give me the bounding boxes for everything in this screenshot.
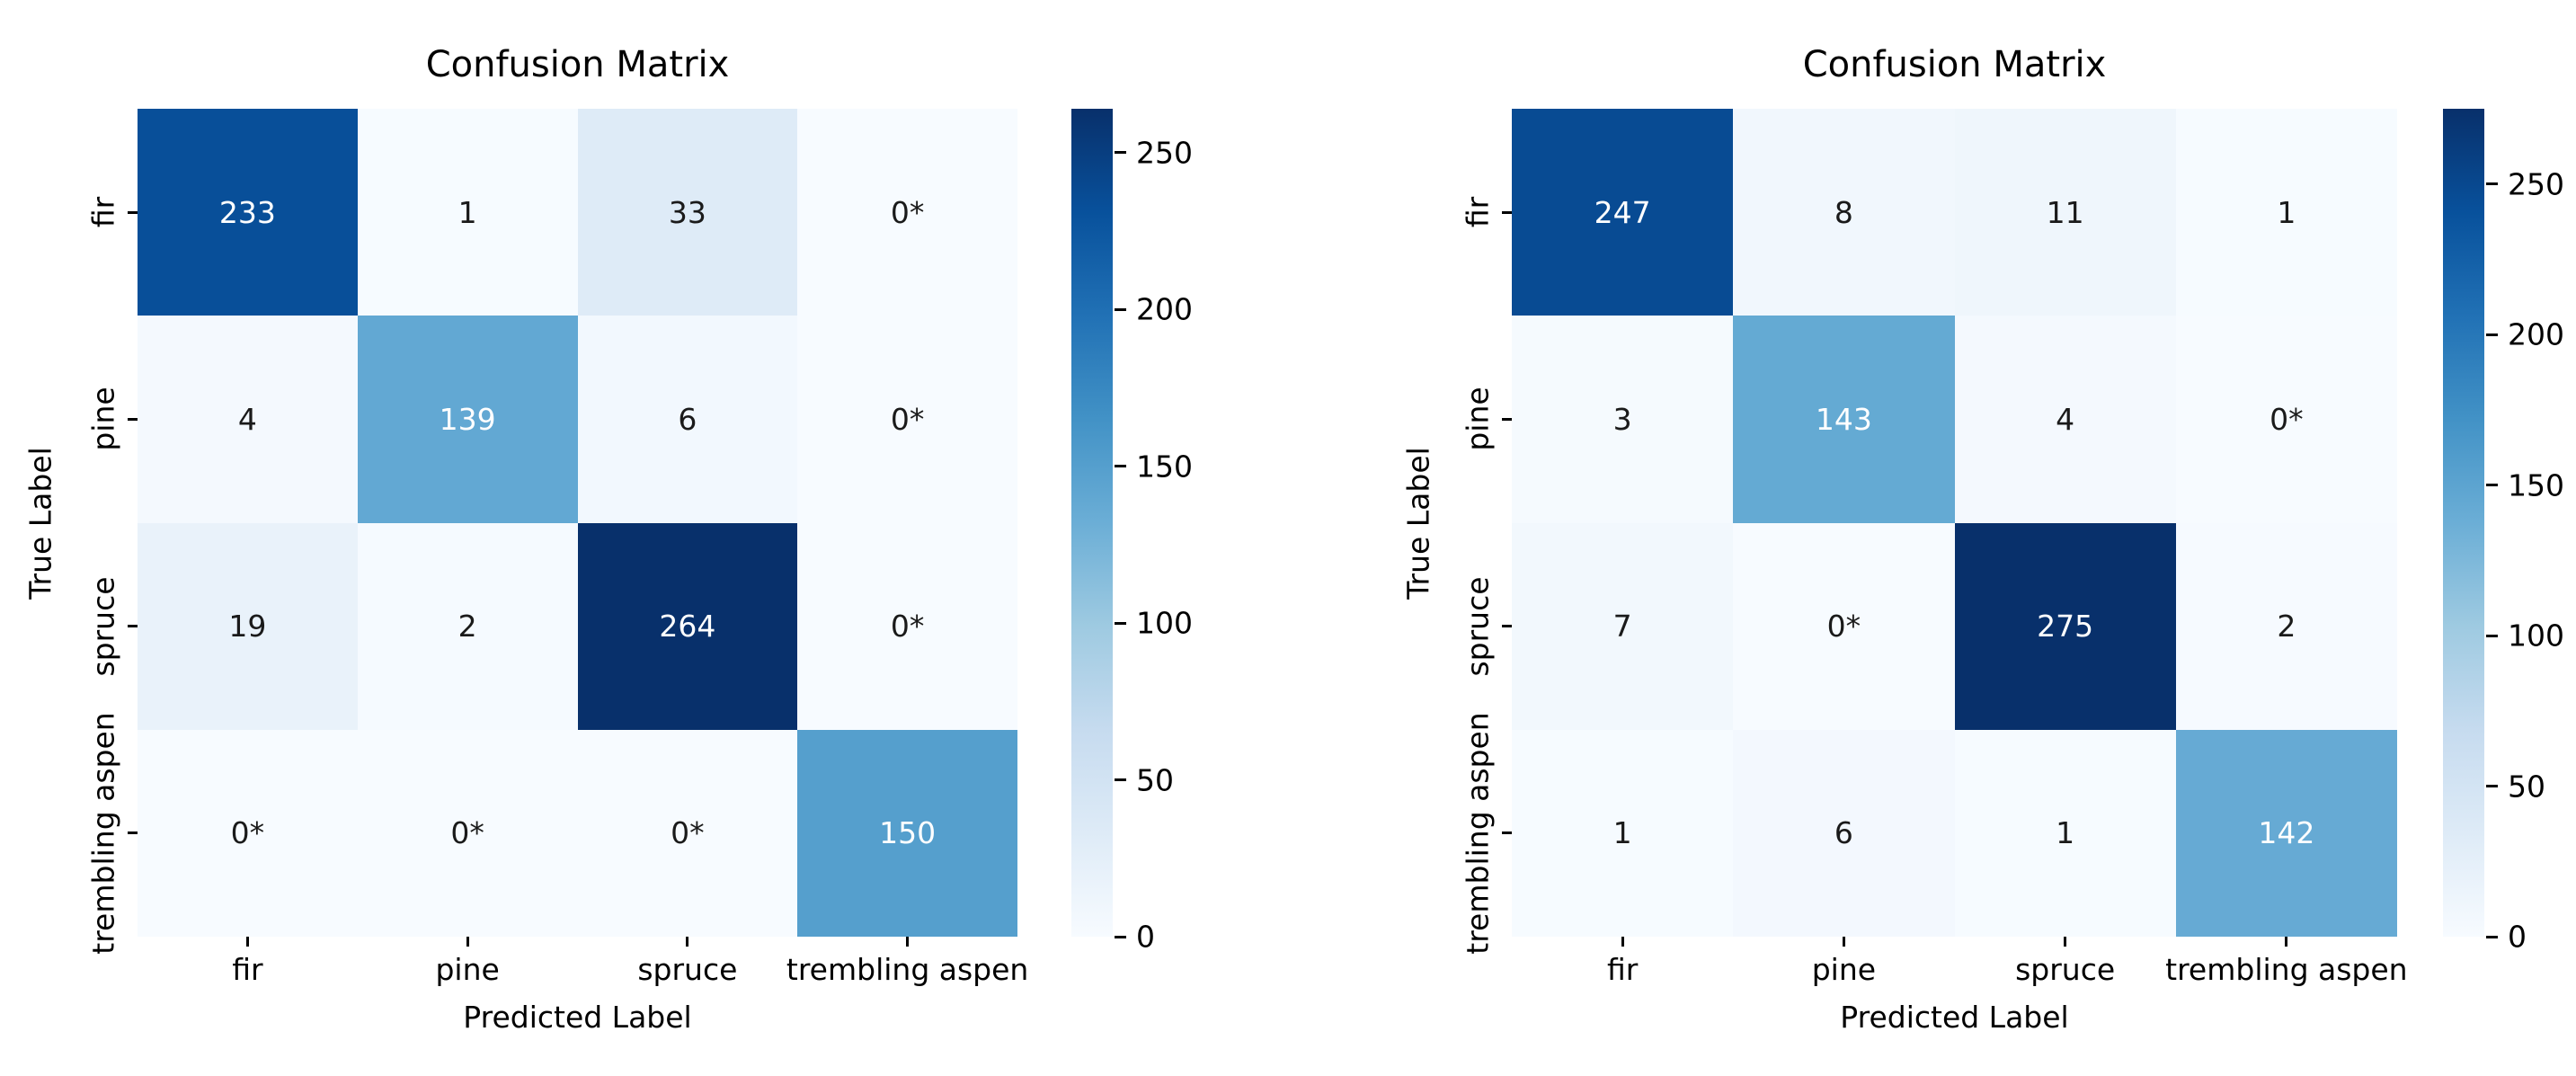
y-tick-label: pine	[85, 387, 121, 452]
heatmap-cell: 275	[1954, 522, 2176, 730]
colorbar	[1071, 109, 1113, 937]
y-tick-mark	[1502, 417, 1512, 421]
heatmap-cell: 3	[1512, 316, 1734, 523]
heatmap-cell: 6	[577, 316, 798, 523]
heatmap-cell: 139	[357, 316, 578, 523]
heatmap-cell: 11	[1954, 109, 2176, 316]
colorbar-tick-label: 0	[1136, 919, 1155, 955]
heatmap-grid: 233 1 33 0* 4 139 6 0* 19 2 264 0* 0* 0* 0* 150	[138, 109, 1017, 937]
heatmap-cell: 0*	[577, 729, 798, 937]
heatmap-cell: 0*	[797, 522, 1017, 730]
y-tick-mark	[128, 417, 138, 421]
colorbar-tick-mark	[2486, 785, 2498, 788]
y-tick-mark	[128, 831, 138, 835]
heatmap-cell: 4	[138, 316, 358, 523]
x-tick-label: spruce	[637, 952, 738, 987]
heatmap-cell: 0*	[357, 729, 578, 937]
colorbar-tick-label: 150	[1136, 449, 1193, 485]
colorbar-tick-mark	[1115, 151, 1126, 155]
colorbar-tick-label: 0	[2508, 919, 2527, 955]
colorbar-tick-label: 100	[1136, 605, 1193, 641]
x-tick-mark	[686, 937, 689, 947]
heatmap-cell: 8	[1733, 109, 1955, 316]
heatmap-cell: 33	[577, 109, 798, 316]
colorbar-tick-mark	[1115, 935, 1126, 938]
y-tick-label: fir	[85, 196, 121, 228]
x-tick-mark	[466, 937, 469, 947]
colorbar-tick-mark	[1115, 778, 1126, 782]
y-tick-mark	[1502, 210, 1512, 214]
heatmap-cell: 1	[1954, 729, 2176, 937]
heatmap-cell: 264	[577, 522, 798, 730]
y-tick-label: trembling aspen	[85, 712, 121, 955]
x-tick-label: fir	[232, 952, 263, 987]
colorbar-tick-mark	[2486, 634, 2498, 637]
y-tick-mark	[128, 625, 138, 628]
heatmap-cell: 6	[1733, 729, 1955, 937]
y-tick-label: fir	[1460, 196, 1496, 228]
heatmap-cell: 143	[1733, 316, 1955, 523]
colorbar-tick-mark	[1115, 621, 1126, 625]
x-tick-mark	[1842, 937, 1845, 947]
y-tick-mark	[128, 210, 138, 214]
colorbar-tick-label: 250	[1136, 135, 1193, 171]
heatmap-cell: 2	[2175, 522, 2397, 730]
heatmap-grid: 247 8 11 1 3 143 4 0* 7 0* 275 2 1 6 1 142	[1512, 109, 2397, 937]
x-axis-label: Predicted Label	[1840, 1000, 2069, 1035]
heatmap-cell: 0*	[1733, 522, 1955, 730]
x-tick-label: spruce	[2015, 952, 2116, 987]
x-tick-label: pine	[435, 952, 500, 987]
y-tick-label: spruce	[1460, 576, 1496, 677]
colorbar-tick-label: 200	[1136, 291, 1193, 327]
heatmap-cell: 247	[1512, 109, 1734, 316]
colorbar	[2443, 109, 2484, 937]
x-tick-mark	[906, 937, 910, 947]
colorbar-tick-label: 200	[2508, 316, 2564, 352]
heatmap-cell: 1	[2175, 109, 2397, 316]
x-tick-label: trembling aspen	[2165, 952, 2408, 987]
heatmap-cell: 142	[2175, 729, 2397, 937]
heatmap-cell: 1	[357, 109, 578, 316]
y-axis-label: True Label	[1400, 446, 1436, 600]
heatmap-cell: 4	[1954, 316, 2176, 523]
heatmap-cell: 0*	[797, 109, 1017, 316]
x-tick-label: trembling aspen	[786, 952, 1029, 987]
x-tick-mark	[1621, 937, 1624, 947]
y-tick-mark	[1502, 831, 1512, 835]
heatmap-cell: 1	[1512, 729, 1734, 937]
x-tick-mark	[2064, 937, 2067, 947]
heatmap-cell: 233	[138, 109, 358, 316]
colorbar-tick-mark	[1115, 465, 1126, 468]
heatmap-cell: 0*	[2175, 316, 2397, 523]
y-tick-mark	[1502, 625, 1512, 628]
colorbar-tick-label: 50	[2508, 769, 2545, 805]
heatmap-cell: 7	[1512, 522, 1734, 730]
heatmap-cell: 19	[138, 522, 358, 730]
y-tick-label: trembling aspen	[1460, 712, 1496, 955]
x-axis-label: Predicted Label	[463, 1000, 692, 1035]
x-tick-label: fir	[1606, 952, 1639, 987]
colorbar-tick-mark	[1115, 307, 1126, 311]
chart-title: Confusion Matrix	[425, 44, 730, 85]
colorbar-tick-label: 100	[2508, 618, 2564, 654]
y-tick-label: spruce	[85, 576, 121, 677]
colorbar-tick-mark	[2486, 484, 2498, 487]
heatmap-cell: 0*	[138, 729, 358, 937]
x-tick-mark	[245, 937, 249, 947]
x-tick-mark	[2285, 937, 2288, 947]
heatmap-cell: 150	[797, 729, 1017, 937]
heatmap-cell: 0*	[797, 316, 1017, 523]
colorbar-tick-mark	[2486, 182, 2498, 186]
colorbar-tick-label: 150	[2508, 467, 2564, 503]
colorbar-tick-label: 50	[1136, 762, 1174, 798]
colorbar-tick-mark	[2486, 333, 2498, 336]
heatmap-cell: 2	[357, 522, 578, 730]
chart-title: Confusion Matrix	[1802, 44, 2107, 85]
y-tick-label: pine	[1460, 387, 1496, 452]
colorbar-tick-mark	[2486, 935, 2498, 938]
x-tick-label: pine	[1811, 952, 1877, 987]
colorbar-tick-label: 250	[2508, 166, 2564, 202]
y-axis-label: True Label	[22, 446, 58, 600]
